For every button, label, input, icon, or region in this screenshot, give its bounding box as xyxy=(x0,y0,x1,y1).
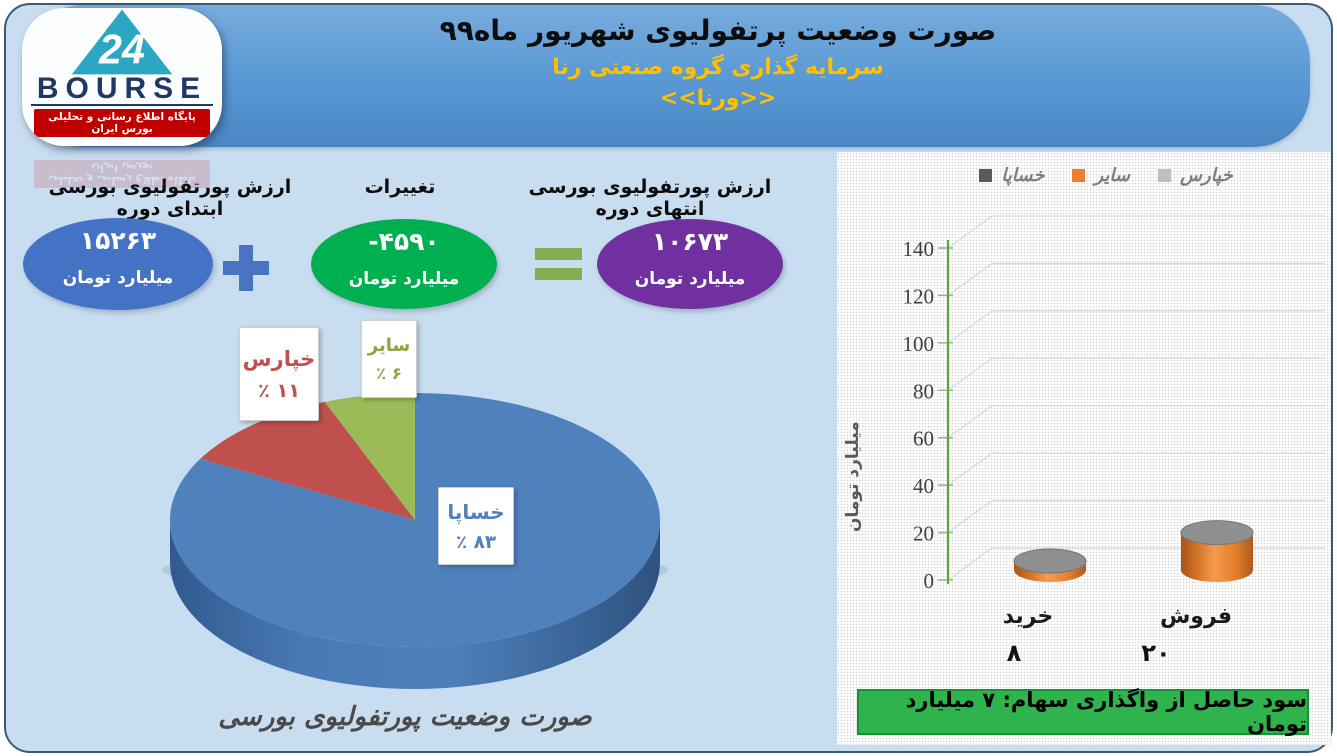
pie-label-khsapa: خساپا ٪ ۸۳ xyxy=(438,487,514,565)
svg-text:0: 0 xyxy=(924,569,935,593)
category-value-buy: ۸ xyxy=(1006,639,1022,667)
pie-label-khpars: خپارس ٪ ۱۱ xyxy=(239,327,319,421)
pie-label-khpars-name: خپارس xyxy=(242,346,316,371)
category-label-buy: خرید xyxy=(1002,604,1054,629)
kpi-end-unit: میلیارد تومان xyxy=(634,269,746,289)
kpi-ellipse-begin: ۱۵۲۶۳ میلیارد تومان xyxy=(23,218,213,310)
svg-text:100: 100 xyxy=(903,332,935,356)
pie-label-sayer: سایر ٪ ۶ xyxy=(361,320,417,398)
legend-swatch-sayer xyxy=(1072,169,1086,182)
chart-legend: خساپا سایر خپارس xyxy=(859,165,1337,186)
pie-label-khsapa-name: خساپا xyxy=(447,499,505,524)
kpi-ellipse-change: -۴۵۹۰ میلیارد تومان xyxy=(311,219,497,309)
y-axis-title: میلیارد تومان xyxy=(843,421,863,533)
plus-icon xyxy=(223,245,269,291)
header-banner: صورت وضعیت پرتفولیوی شهریور ماه۹۹ سرمایه… xyxy=(26,5,1310,147)
legend-item-sayer: سایر xyxy=(1072,165,1130,186)
label-changes: تغییرات xyxy=(364,176,436,198)
legend-swatch-khpars xyxy=(1157,169,1171,182)
page-subtitle: سرمایه گذاری گروه صنعتی رنا xyxy=(552,55,884,80)
kpi-change-unit: میلیارد تومان xyxy=(348,269,460,289)
divestment-profit-note: سود حاصل از واگذاری سهام: ۷ میلیارد توما… xyxy=(857,688,1309,736)
pie-label-khsapa-pct: ٪ ۸۳ xyxy=(455,531,497,553)
legend-swatch-khsapa xyxy=(979,169,993,182)
pie-label-sayer-name: سایر xyxy=(367,335,411,356)
ticker-symbol: <<ورنا>> xyxy=(659,86,777,111)
bourse24-logo: 24 BOURSE پایگاه اطلاع رسانی و تحلیلی بو… xyxy=(22,8,222,146)
portfolio-pie-chart xyxy=(162,393,668,689)
kpi-change-value: -۴۵۹۰ xyxy=(368,227,440,256)
kpi-end-value: ۱۰۶۷۳ xyxy=(651,227,729,256)
logo-tagline: پایگاه اطلاع رسانی و تحلیلی بورس ایران xyxy=(34,109,210,137)
kpi-begin-value: ۱۵۲۶۳ xyxy=(79,226,157,255)
equals-icon xyxy=(535,248,582,280)
legend-item-khpars: خپارس xyxy=(1157,165,1233,186)
svg-text:20: 20 xyxy=(913,522,934,546)
svg-text:120: 120 xyxy=(903,284,935,308)
header-text: صورت وضعیت پرتفولیوی شهریور ماه۹۹ سرمایه… xyxy=(186,13,1250,114)
label-portfolio-begin: ارزش پورتفولیوی بورسی ابتدای دوره xyxy=(48,176,292,220)
kpi-ellipse-end: ۱۰۶۷۳ میلیارد تومان xyxy=(597,219,783,309)
buy-sell-cylinder-chart: 0 20 40 60 80 100 120 140 xyxy=(903,215,1325,593)
logo-triangle-icon: 24 xyxy=(71,9,173,75)
svg-text:140: 140 xyxy=(903,237,935,261)
category-label-sell: فروش xyxy=(1159,604,1233,629)
pie-label-sayer-pct: ٪ ۶ xyxy=(376,364,402,383)
svg-text:40: 40 xyxy=(913,474,934,498)
footer-caption: صورت وضعیت پورتفولیوی بورسی xyxy=(218,702,592,732)
svg-text:24: 24 xyxy=(98,27,145,73)
label-portfolio-end: ارزش پورتفولیوی بورسی انتهای دوره xyxy=(528,176,772,220)
legend-item-khsapa: خساپا xyxy=(979,165,1044,186)
svg-text:60: 60 xyxy=(913,427,934,451)
pie-label-khpars-pct: ٪ ۱۱ xyxy=(257,378,301,402)
page-title: صورت وضعیت پرتفولیوی شهریور ماه۹۹ xyxy=(439,14,997,47)
logo-brand-text: BOURSE xyxy=(30,74,214,106)
kpi-begin-unit: میلیارد تومان xyxy=(62,268,174,288)
svg-text:80: 80 xyxy=(913,379,934,403)
trade-chart-panel: خساپا سایر خپارس 0 20 40 60 80 100 120 140 میلی… xyxy=(837,152,1331,745)
category-value-sell: ۲۰ xyxy=(1141,639,1171,667)
